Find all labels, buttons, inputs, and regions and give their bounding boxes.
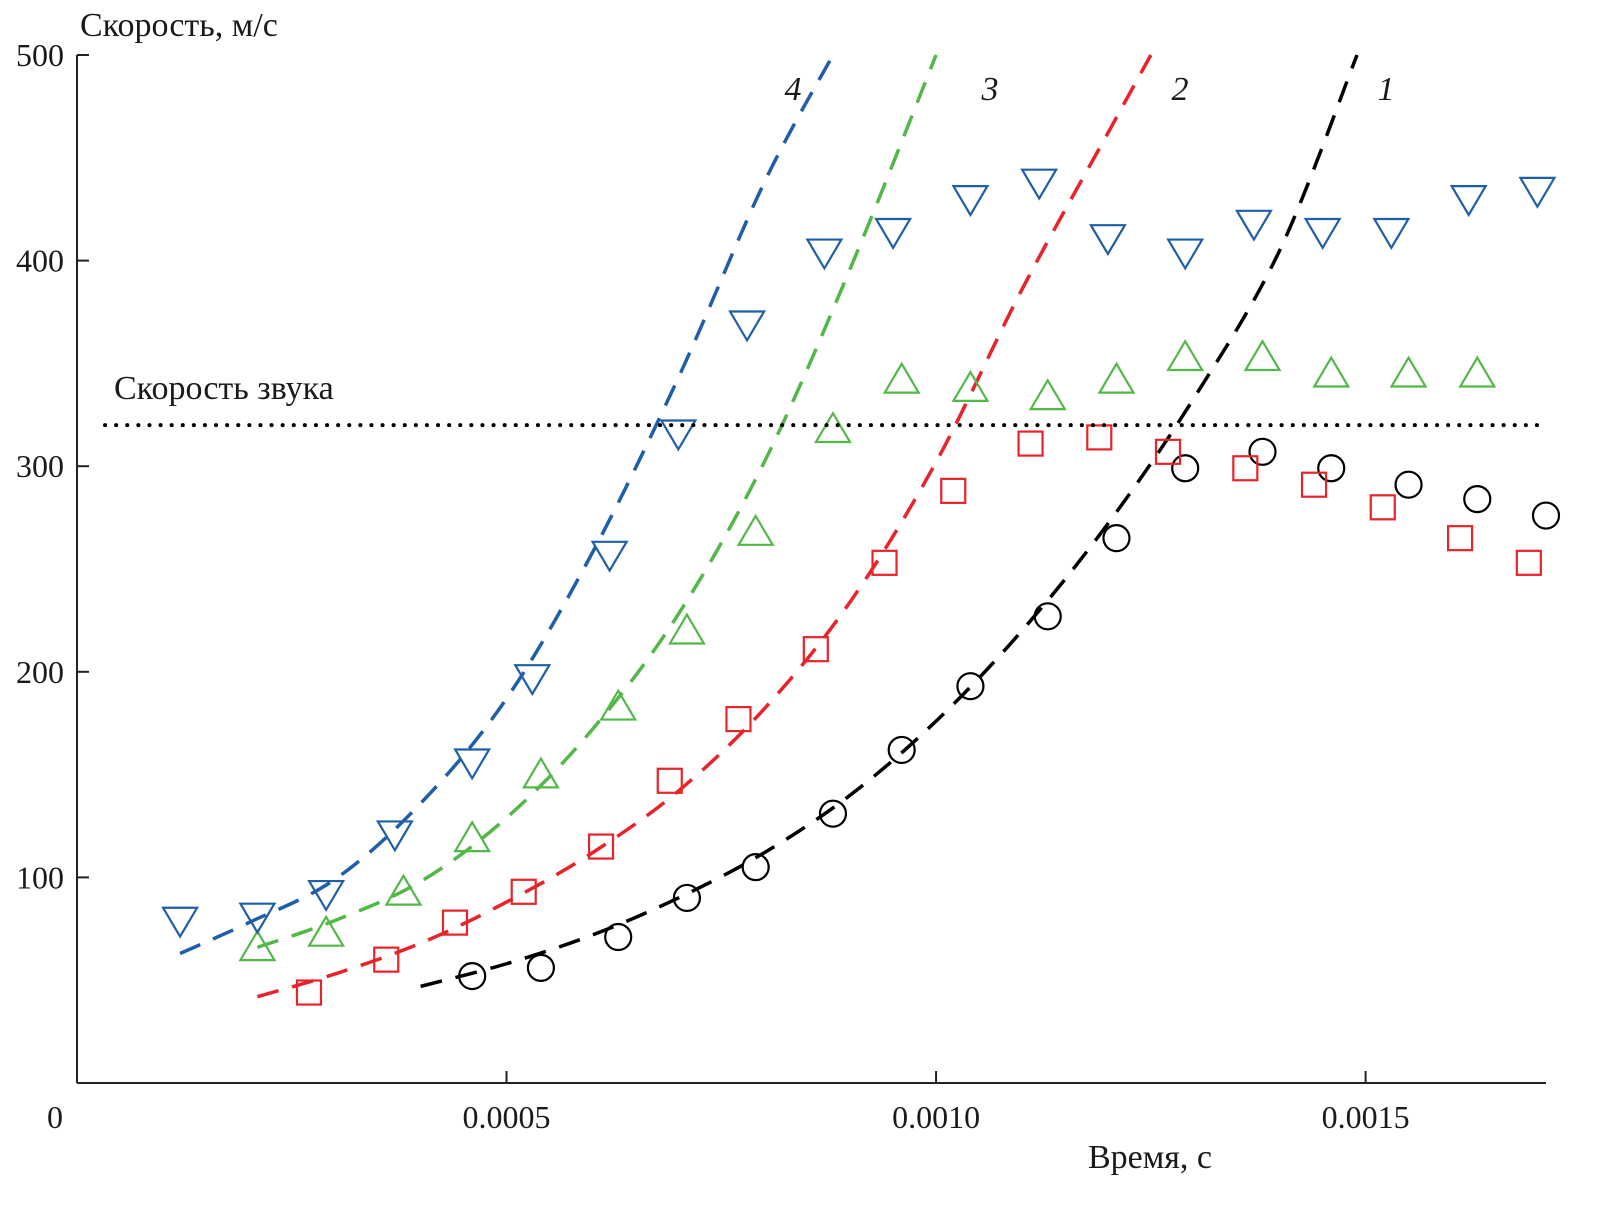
point-series-4 [375,820,414,853]
point-series-4 [1303,217,1342,250]
y-ticks: 100 200 300 400 500 [16,37,89,895]
point-series-2 [1017,430,1044,457]
point-series-4 [659,419,698,452]
point-series-2 [1154,438,1182,465]
curve-label-2: 2 [1172,71,1189,108]
point-series-2 [441,909,469,936]
x-ticks: 0 0.0005 0.0010 0.0015 [47,1071,1410,1135]
y-tick-label: 300 [16,448,64,484]
speed-of-sound-label: Скорость звука [114,370,334,407]
point-series-1 [458,961,487,991]
point-series-1 [1531,501,1561,530]
point-series-3 [453,820,492,853]
point-series-4 [513,664,552,697]
point-series-1 [818,799,848,828]
point-series-3 [384,873,423,906]
point-series-2 [1232,455,1259,482]
point-series-4 [307,879,346,913]
point-series-2 [510,878,537,905]
curve-label-1: 1 [1378,71,1395,108]
markers [161,168,1561,1006]
fit-curve-2 [256,54,1153,999]
point-series-3 [1097,361,1136,394]
curve-label-3: 3 [981,71,999,108]
point-series-1 [1317,454,1346,483]
x-tick-label: 0.0010 [892,1099,980,1135]
y-tick-label: 100 [16,859,64,895]
x-tick-label: 0.0005 [463,1099,551,1135]
point-series-2 [295,979,323,1006]
point-series-4 [590,540,629,573]
point-series-3 [814,411,852,444]
x-axis-title: Время, с [1088,1139,1212,1176]
point-series-2 [871,549,898,576]
point-series-3 [1312,355,1351,388]
x-tick-label: 0 [47,1099,63,1135]
point-series-2 [1515,549,1542,576]
point-series-3 [882,361,921,394]
point-series-3 [238,929,277,962]
point-series-3 [668,612,706,645]
point-series-1 [526,953,555,982]
y-axis-title: Скорость, м/с [80,7,278,44]
point-series-4 [1518,176,1557,209]
curve-label-4: 4 [785,71,802,108]
point-series-2 [940,477,967,504]
point-series-2 [1300,471,1328,498]
point-series-3 [599,688,638,721]
point-series-3 [307,914,346,947]
point-series-3 [736,513,775,546]
point-series-3 [951,369,990,402]
point-series-1 [672,883,702,913]
point-series-2 [1086,424,1113,451]
point-series-3 [1389,355,1428,388]
point-series-4 [1020,168,1059,201]
x-tick-label: 0.0015 [1322,1099,1410,1135]
point-series-4 [1234,209,1273,242]
point-series-4 [161,906,200,939]
point-series-2 [1369,494,1396,521]
point-series-2 [725,705,752,733]
point-series-1 [604,922,633,952]
point-series-1 [741,853,770,882]
curve-labels: 1 2 3 4 [785,71,1395,108]
y-tick-label: 200 [16,654,64,690]
point-series-3 [1243,339,1282,372]
point-series-1 [1463,484,1492,514]
point-series-4 [238,902,277,935]
point-series-1 [1033,602,1062,631]
point-series-4 [951,185,990,218]
point-series-4 [1088,224,1127,257]
fit-curve-1 [420,54,1359,989]
point-series-4 [1166,238,1205,271]
point-series-3 [1458,355,1497,388]
point-series-2 [802,636,829,663]
point-series-1 [1171,454,1200,483]
point-series-4 [805,238,844,271]
y-tick-label: 500 [16,37,64,73]
point-series-1 [1248,437,1277,466]
fit-curve-4 [179,54,835,956]
point-series-1 [956,672,985,701]
y-tick-label: 400 [16,243,64,279]
point-series-4 [453,748,492,781]
point-series-1 [1394,470,1423,499]
point-series-1 [1102,524,1131,553]
point-series-4 [1449,185,1488,218]
axes: 0 0.0005 0.0010 0.0015 100 200 300 400 500 [16,37,1546,1135]
point-series-2 [587,833,615,860]
point-series-4 [728,310,766,343]
point-series-2 [373,946,400,973]
point-series-2 [1446,525,1474,552]
point-series-2 [656,767,683,794]
point-series-3 [1028,378,1067,411]
point-series-4 [874,217,913,250]
point-series-4 [1372,217,1411,250]
fit-curve-3 [256,54,938,949]
point-series-3 [1166,339,1205,372]
point-series-1 [887,735,916,765]
fit-curves [179,54,1359,999]
point-series-3 [521,756,560,789]
